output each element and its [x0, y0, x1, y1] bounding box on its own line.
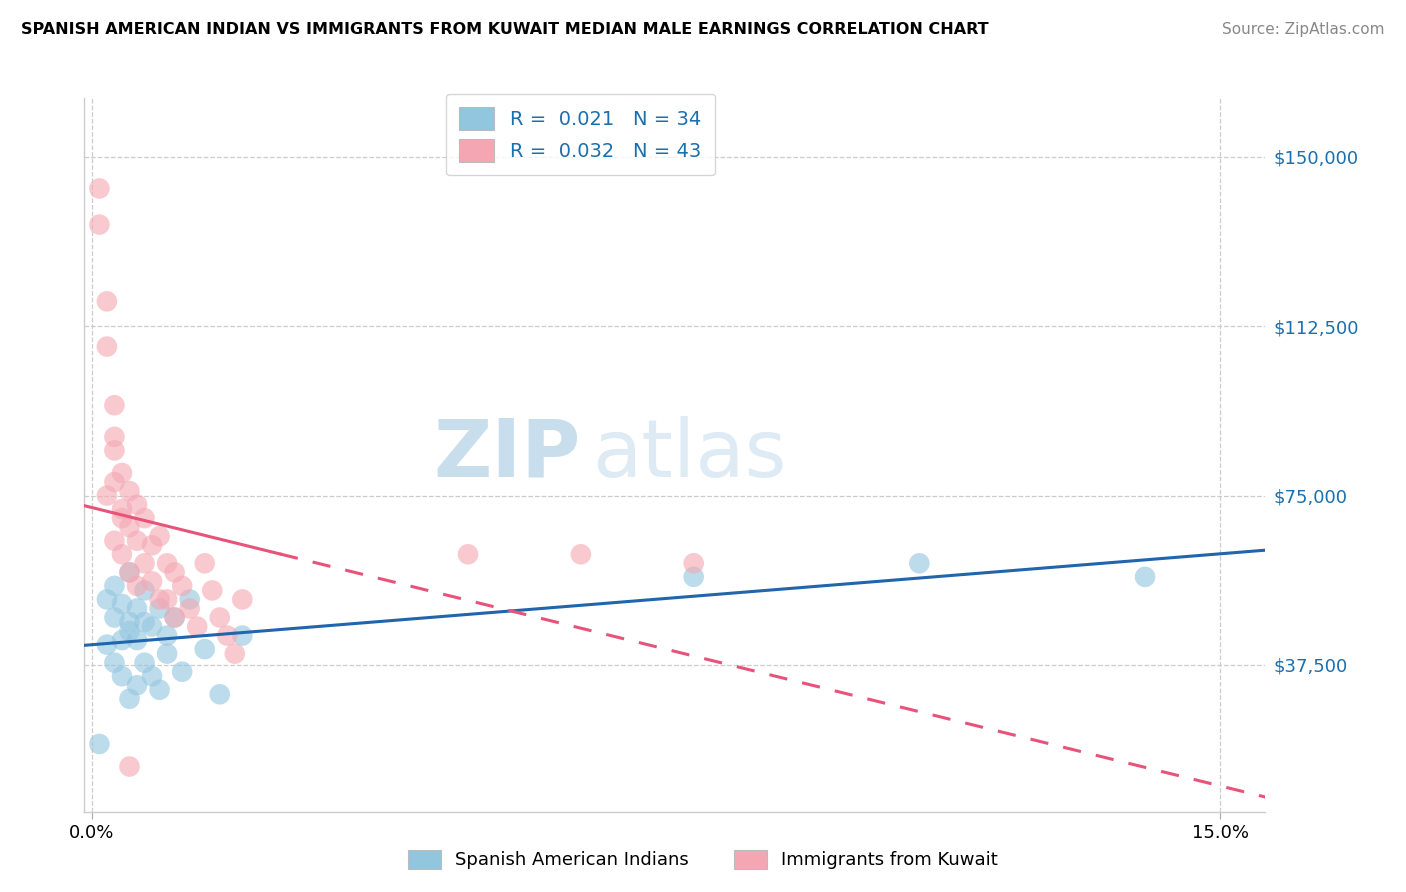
Point [569, 547, 592, 561]
Point [134, 511, 156, 525]
Point [134, 656, 156, 670]
Point [1133, 570, 1156, 584]
Point [89, 737, 111, 751]
Point [141, 538, 163, 552]
Text: SPANISH AMERICAN INDIAN VS IMMIGRANTS FROM KUWAIT MEDIAN MALE EARNINGS CORRELATI: SPANISH AMERICAN INDIAN VS IMMIGRANTS FR… [21, 22, 988, 37]
Point [125, 579, 148, 593]
Point [231, 592, 253, 607]
Point [118, 624, 141, 638]
Point [111, 502, 134, 516]
Point [156, 647, 179, 661]
Point [89, 218, 111, 232]
Point [217, 629, 239, 643]
Point [172, 665, 194, 679]
Point [208, 687, 231, 701]
Point [682, 557, 704, 571]
Point [231, 629, 253, 643]
Point [96, 339, 118, 353]
Point [118, 759, 141, 773]
Point [125, 533, 148, 548]
Point [156, 629, 179, 643]
Point [111, 669, 134, 683]
Point [103, 656, 125, 670]
Point [208, 610, 231, 624]
Legend: Spanish American Indians, Immigrants from Kuwait: Spanish American Indians, Immigrants fro… [399, 841, 1007, 879]
Point [118, 566, 141, 580]
Point [163, 610, 186, 624]
Point [111, 466, 134, 480]
Point [89, 181, 111, 195]
Point [103, 430, 125, 444]
Point [103, 475, 125, 489]
Text: Source: ZipAtlas.com: Source: ZipAtlas.com [1222, 22, 1385, 37]
Point [111, 511, 134, 525]
Point [186, 619, 208, 633]
Point [201, 583, 224, 598]
Point [457, 547, 479, 561]
Point [194, 642, 217, 657]
Point [141, 669, 163, 683]
Point [96, 592, 118, 607]
Point [179, 592, 201, 607]
Point [149, 592, 172, 607]
Point [134, 557, 156, 571]
Text: atlas: atlas [592, 416, 786, 494]
Point [103, 579, 125, 593]
Point [111, 547, 134, 561]
Point [163, 566, 186, 580]
Point [156, 557, 179, 571]
Point [125, 601, 148, 615]
Point [682, 570, 704, 584]
Point [224, 647, 246, 661]
Point [134, 615, 156, 629]
Point [156, 592, 179, 607]
Point [908, 557, 931, 571]
Point [103, 443, 125, 458]
Point [103, 398, 125, 412]
Point [125, 498, 148, 512]
Point [118, 520, 141, 534]
Point [141, 574, 163, 589]
Point [103, 610, 125, 624]
Point [134, 583, 156, 598]
Point [149, 601, 172, 615]
Point [163, 610, 186, 624]
Point [125, 678, 148, 692]
Legend: R =  0.021   N = 34, R =  0.032   N = 43: R = 0.021 N = 34, R = 0.032 N = 43 [446, 94, 714, 176]
Point [103, 533, 125, 548]
Point [96, 489, 118, 503]
Point [194, 557, 217, 571]
Point [118, 566, 141, 580]
Point [111, 633, 134, 648]
Point [149, 682, 172, 697]
Point [118, 691, 141, 706]
Point [149, 529, 172, 543]
Point [172, 579, 194, 593]
Point [96, 294, 118, 309]
Point [118, 615, 141, 629]
Point [141, 619, 163, 633]
Text: ZIP: ZIP [433, 416, 581, 494]
Point [179, 601, 201, 615]
Point [118, 484, 141, 499]
Point [125, 633, 148, 648]
Point [96, 638, 118, 652]
Point [111, 597, 134, 611]
